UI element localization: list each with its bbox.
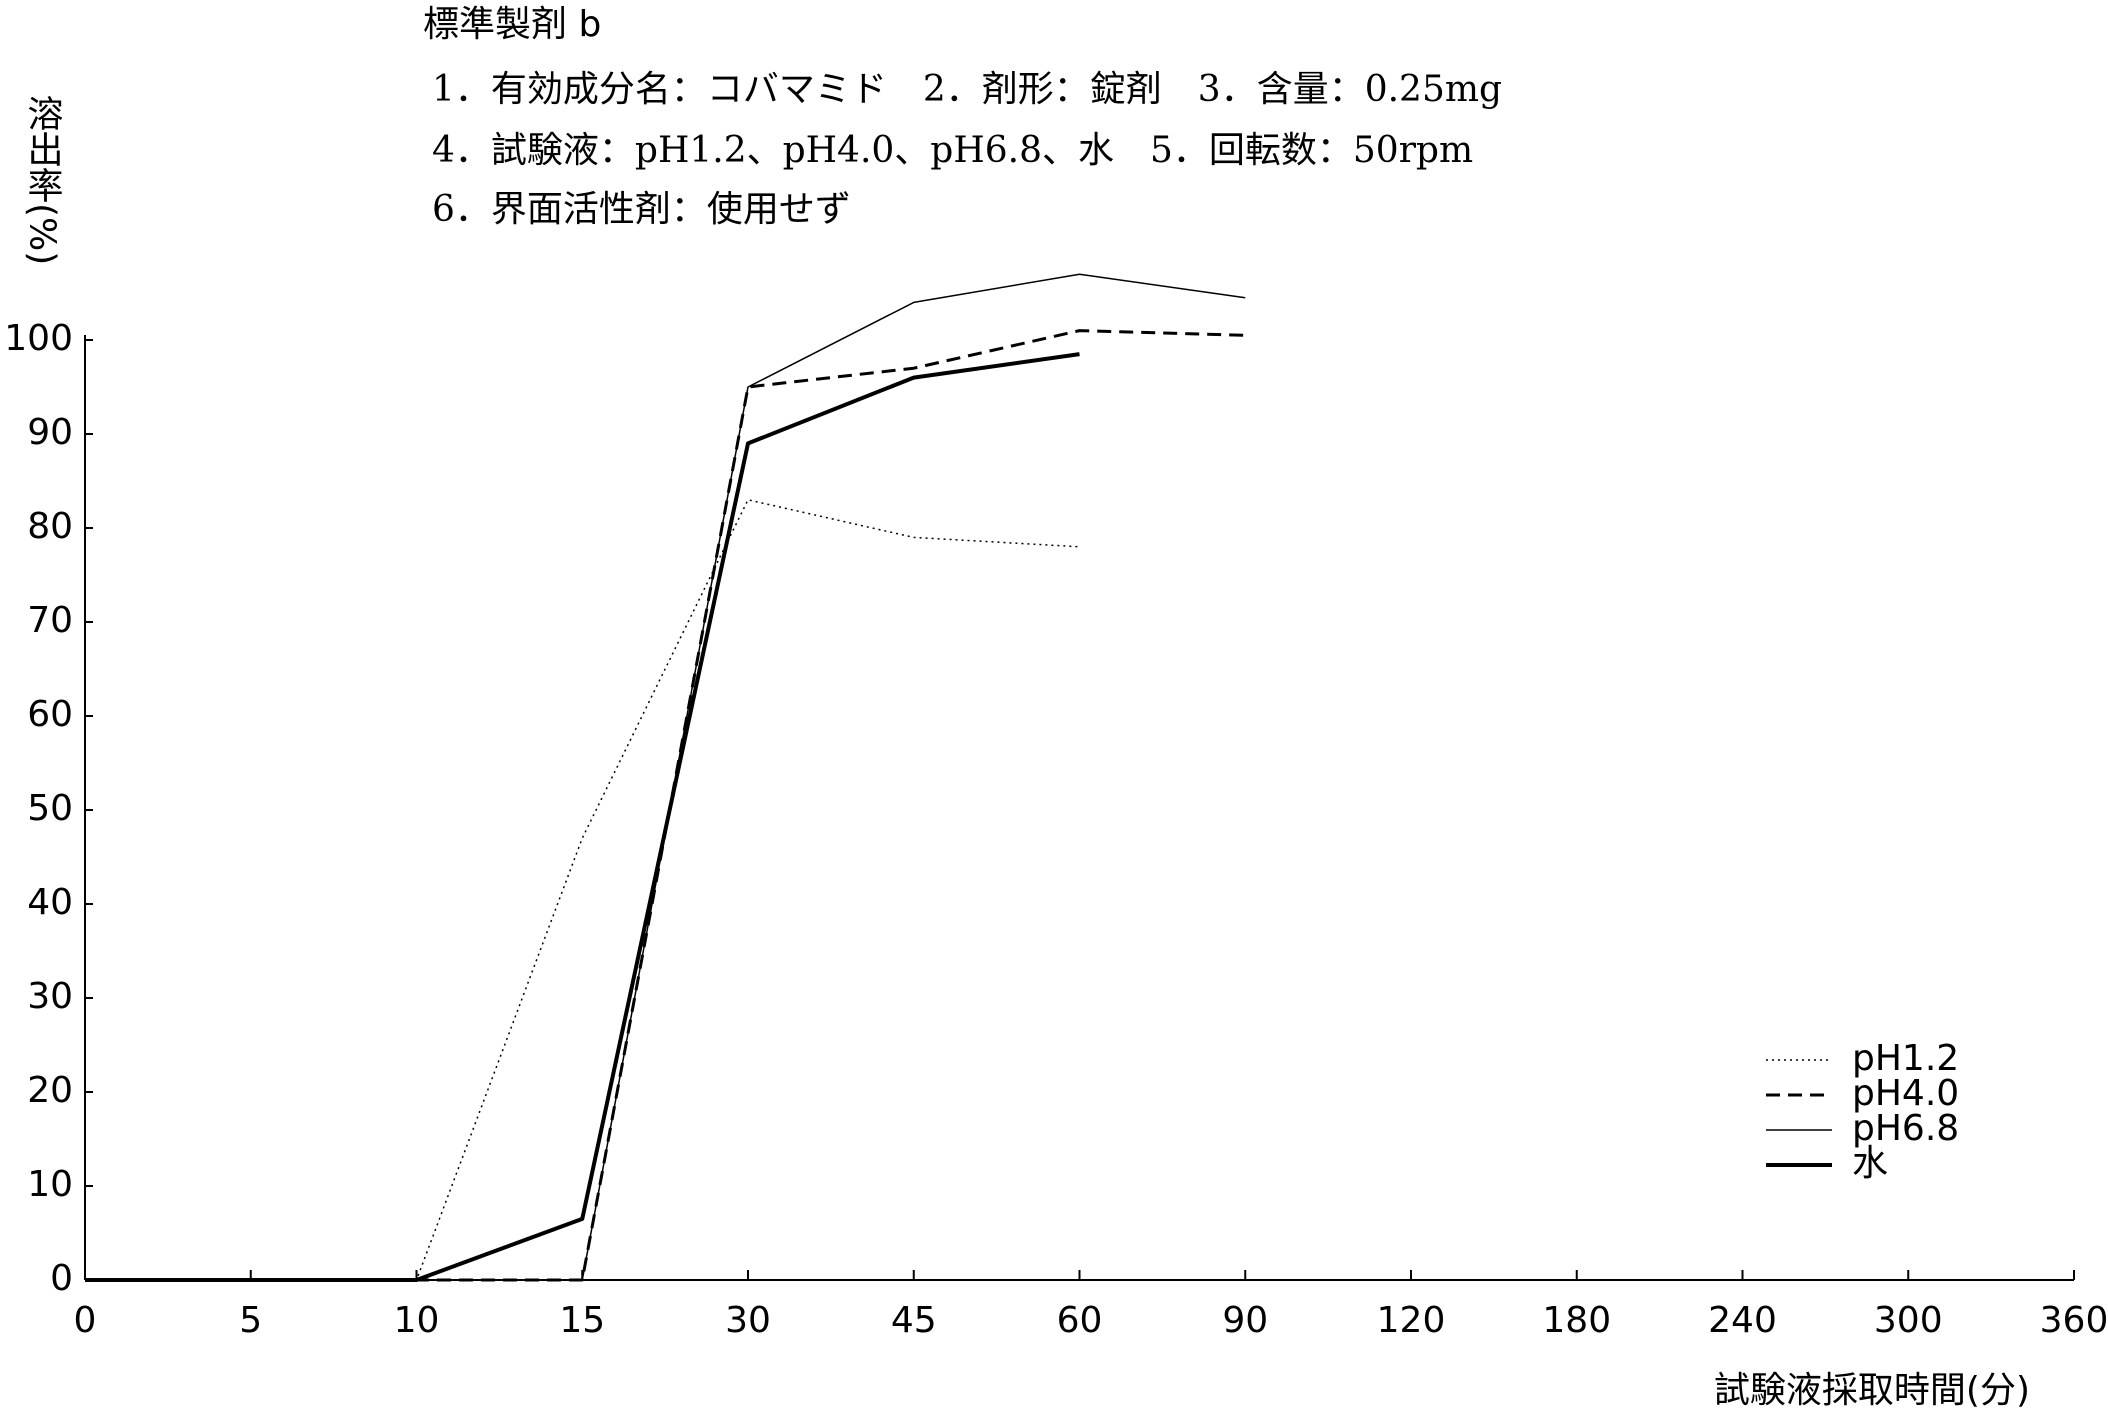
- y-tick-label: 90: [27, 412, 73, 453]
- legend-label: 水: [1852, 1143, 1888, 1184]
- x-tick-label: 360: [2040, 1300, 2108, 1341]
- x-tick-label: 45: [891, 1300, 937, 1341]
- x-tick-label: 240: [1708, 1300, 1777, 1341]
- legend-label: pH4.0: [1852, 1073, 1959, 1114]
- series-line: [85, 499, 1080, 1281]
- y-tick-label: 100: [4, 318, 73, 359]
- y-tick-label: 30: [27, 976, 73, 1017]
- y-tick-label: 50: [27, 788, 73, 829]
- x-tick-label: 30: [725, 1300, 771, 1341]
- subtitle: 4．試験液：pH1.2、pH4.0、pH6.8、水 5．回転数：50rpm: [432, 130, 1473, 171]
- x-tick-label: 0: [74, 1300, 97, 1341]
- x-tick-label: 5: [239, 1300, 262, 1341]
- y-tick-label: 20: [27, 1070, 73, 1111]
- x-tick-label: 15: [559, 1300, 605, 1341]
- x-tick-label: 120: [1377, 1300, 1446, 1341]
- y-axis-label: 溶出率(%): [22, 95, 63, 266]
- legend-label: pH1.2: [1852, 1038, 1959, 1079]
- legend-label: pH6.8: [1852, 1108, 1959, 1149]
- series-line: [85, 352, 1080, 1282]
- x-tick-label: 90: [1222, 1300, 1268, 1341]
- series-line: [85, 273, 1246, 1281]
- subtitle: 1．有効成分名：コバマミド 2．剤形：錠剤 3．含量：0.25mg: [432, 69, 1502, 110]
- y-tick-label: 80: [27, 506, 73, 547]
- x-tick-label: 10: [394, 1300, 440, 1341]
- y-tick-label: 60: [27, 694, 73, 735]
- y-tick-label: 10: [27, 1164, 73, 1205]
- x-tick-label: 300: [1874, 1300, 1943, 1341]
- x-tick-label: 60: [1057, 1300, 1103, 1341]
- series-line: [85, 329, 1246, 1282]
- x-tick-label: 180: [1542, 1300, 1611, 1341]
- y-tick-label: 70: [27, 600, 73, 641]
- y-tick-label: 40: [27, 882, 73, 923]
- x-axis-label: 試験液採取時間(分): [1714, 1370, 2030, 1411]
- y-tick-label: 0: [50, 1258, 73, 1299]
- chart-title: 標準製剤 b: [423, 4, 601, 45]
- subtitle: 6．界面活性剤：使用せず: [432, 189, 851, 230]
